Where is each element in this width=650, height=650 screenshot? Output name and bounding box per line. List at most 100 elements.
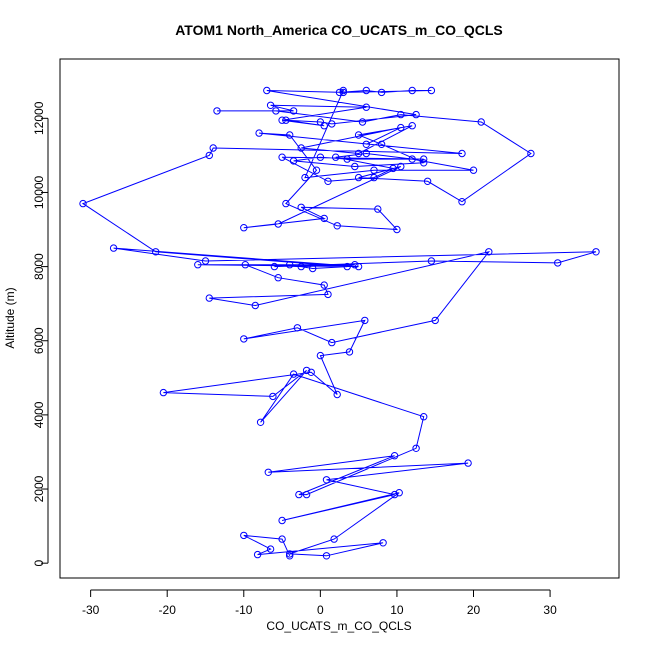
data-point xyxy=(343,262,351,271)
data-point xyxy=(485,248,493,256)
data-point xyxy=(209,144,217,152)
data-point xyxy=(328,120,336,128)
data-point xyxy=(351,261,359,269)
data-point xyxy=(289,157,298,165)
data-point xyxy=(343,155,351,163)
data-point xyxy=(295,490,303,499)
x-tick-label: -20 xyxy=(159,603,177,617)
data-point xyxy=(423,177,432,186)
y-axis: 0 2000 4000 6000 8000 10000 12000 xyxy=(32,101,49,567)
data-point xyxy=(286,131,294,139)
data-point xyxy=(330,535,338,543)
data-point xyxy=(358,118,367,126)
data-point xyxy=(362,149,370,158)
data-point xyxy=(362,103,370,111)
data-point xyxy=(240,531,248,540)
data-point xyxy=(316,118,325,126)
data-point xyxy=(362,86,370,95)
data-point xyxy=(316,351,325,360)
data-point xyxy=(412,444,420,452)
data-point xyxy=(527,149,535,158)
data-point xyxy=(345,348,354,356)
data-point xyxy=(255,129,263,137)
data-point xyxy=(412,110,420,119)
data-point xyxy=(464,459,472,467)
data-point xyxy=(282,199,290,208)
data-point xyxy=(333,222,341,230)
data-point xyxy=(393,225,401,234)
data-point xyxy=(370,166,378,174)
data-point xyxy=(241,261,250,269)
data-point xyxy=(316,153,325,161)
y-tick-label: 8000 xyxy=(32,253,46,280)
data-point xyxy=(390,490,399,499)
data-point xyxy=(592,248,600,256)
data-point xyxy=(309,264,317,273)
data-point xyxy=(274,274,282,282)
data-point xyxy=(302,490,311,499)
data-point xyxy=(362,140,370,149)
data-point xyxy=(270,262,279,271)
data-point xyxy=(324,290,332,299)
y-axis-label: Altitude (m) xyxy=(3,287,17,348)
data-point xyxy=(278,535,286,543)
data-layer xyxy=(79,86,600,560)
data-point xyxy=(420,155,428,163)
data-point xyxy=(286,261,294,269)
data-point xyxy=(269,392,277,401)
data-point xyxy=(324,177,332,186)
y-tick-label: 10000 xyxy=(32,175,46,209)
x-tick-label: 30 xyxy=(543,603,557,617)
data-point xyxy=(205,294,214,302)
data-point xyxy=(332,153,340,161)
data-point xyxy=(278,516,286,525)
x-tick-label: 10 xyxy=(390,603,404,617)
data-point xyxy=(397,123,405,132)
series-line xyxy=(81,89,597,557)
data-point xyxy=(420,159,428,167)
data-point xyxy=(361,316,369,325)
plot-frame xyxy=(59,58,620,579)
data-point xyxy=(477,118,485,126)
data-point xyxy=(272,107,280,115)
data-point xyxy=(377,88,386,97)
x-tick-label: -10 xyxy=(235,603,253,617)
data-point xyxy=(469,166,478,174)
data-point xyxy=(301,173,309,182)
data-point xyxy=(389,164,397,173)
y-tick-label: 2000 xyxy=(32,475,46,502)
data-point xyxy=(302,366,311,375)
data-point xyxy=(297,262,305,271)
data-point xyxy=(263,86,271,95)
data-point xyxy=(286,550,294,558)
data-point xyxy=(205,151,214,160)
y-tick-label: 4000 xyxy=(32,401,46,428)
y-tick-label: 12000 xyxy=(32,101,46,135)
data-point xyxy=(266,545,275,553)
data-point xyxy=(293,324,302,332)
data-point xyxy=(322,552,331,560)
x-axis: -30 -20 -10 0 10 20 30 xyxy=(82,589,557,617)
data-point xyxy=(278,116,286,124)
y-tick-label: 0 xyxy=(32,560,46,567)
data-point xyxy=(335,88,344,97)
data-point xyxy=(354,173,363,182)
x-tick-label: 20 xyxy=(467,603,481,617)
data-point xyxy=(307,368,315,376)
x-axis-label: CO_UCATS_m_CO_QCLS xyxy=(266,619,411,633)
data-point xyxy=(282,116,290,124)
data-point xyxy=(354,262,363,271)
data-point xyxy=(79,199,87,208)
data-point xyxy=(431,316,439,325)
y-tick-label: 6000 xyxy=(32,327,46,354)
x-tick-label: -30 xyxy=(82,603,100,617)
data-point xyxy=(266,101,275,110)
data-point xyxy=(278,153,286,161)
data-point xyxy=(420,413,428,421)
data-point xyxy=(297,203,305,212)
data-point xyxy=(379,539,387,547)
data-point xyxy=(408,122,416,130)
data-point xyxy=(354,149,363,158)
data-point xyxy=(240,335,248,343)
data-point xyxy=(253,550,262,559)
